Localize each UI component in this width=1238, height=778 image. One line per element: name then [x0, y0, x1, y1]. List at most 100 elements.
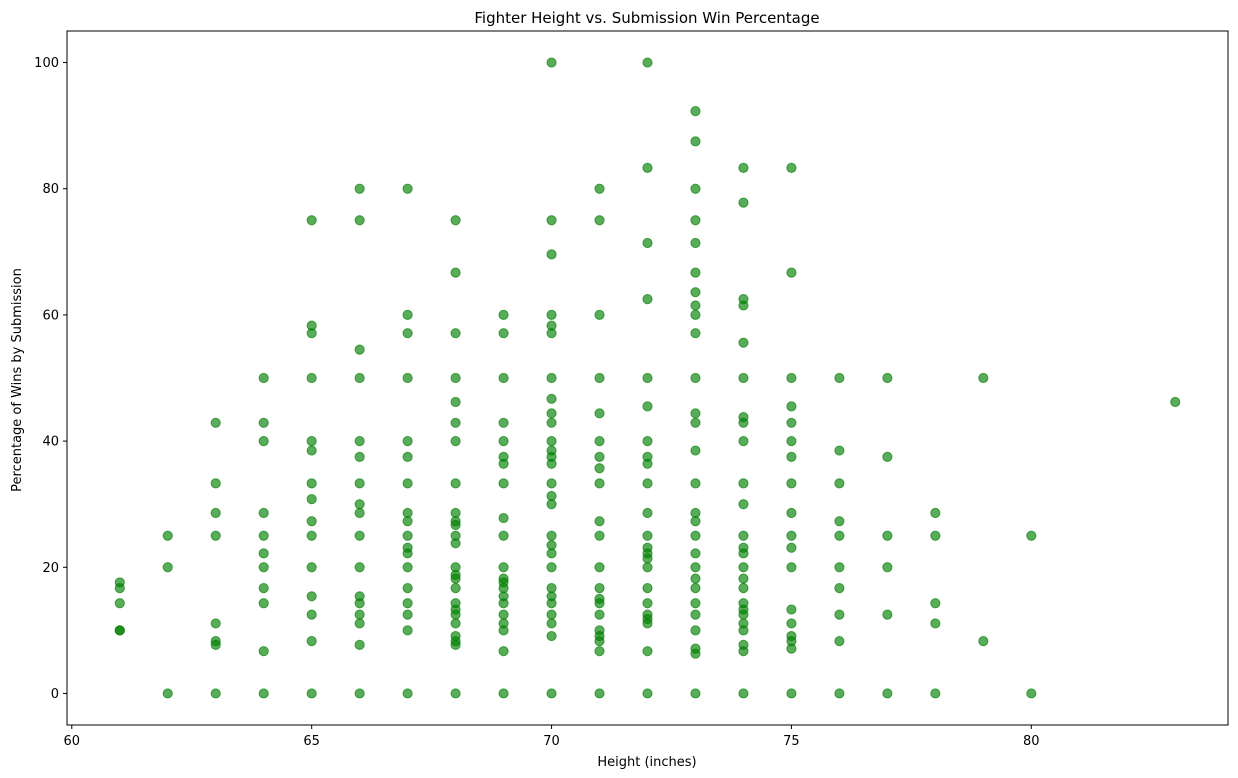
data-point: [354, 451, 365, 462]
data-point: [594, 309, 605, 321]
data-point: [738, 688, 749, 699]
data-point: [306, 591, 317, 602]
data-point: [738, 582, 749, 594]
data-point: [450, 328, 461, 339]
data-point: [786, 372, 797, 384]
data-point: [258, 417, 269, 428]
data-point: [210, 417, 221, 428]
data-point: [402, 435, 413, 447]
data-point: [402, 478, 413, 489]
data-point: [594, 463, 605, 474]
data-point: [306, 516, 317, 527]
data-point: [834, 445, 845, 456]
data-point: [690, 408, 701, 419]
data-point: [354, 499, 365, 510]
data-point: [498, 562, 509, 573]
data-point: [450, 519, 461, 531]
data-point: [402, 548, 413, 559]
data-point: [594, 562, 605, 573]
data-point: [738, 162, 749, 174]
data-point: [546, 249, 557, 260]
data-point: [642, 598, 653, 609]
data-point: [594, 408, 605, 419]
data-point: [786, 688, 797, 699]
data-point: [786, 507, 797, 519]
data-point: [690, 648, 701, 659]
data-point: [546, 499, 557, 510]
data-point: [642, 562, 653, 573]
y-tick-label: 60: [42, 308, 59, 323]
data-point: [642, 618, 653, 629]
data-point: [690, 609, 701, 620]
data-point: [450, 396, 461, 408]
data-point: [786, 604, 797, 615]
data-point: [786, 542, 797, 553]
data-point: [690, 530, 701, 541]
data-point: [738, 478, 749, 489]
data-point: [594, 183, 605, 194]
data-point: [834, 635, 845, 647]
data-point: [690, 300, 701, 311]
data-point: [210, 507, 221, 519]
data-point: [306, 530, 317, 541]
data-point: [1170, 396, 1181, 408]
data-point: [834, 582, 845, 594]
data-point: [402, 582, 413, 594]
data-point: [402, 609, 413, 620]
data-point: [594, 478, 605, 489]
data-point: [402, 372, 413, 384]
y-tick-label: 100: [34, 56, 59, 71]
data-point: [450, 538, 461, 549]
data-point: [402, 309, 413, 321]
data-point: [594, 435, 605, 447]
data-point: [498, 417, 509, 428]
data-point: [930, 598, 941, 609]
data-point: [786, 618, 797, 629]
data-point: [738, 435, 749, 447]
data-point: [738, 499, 749, 510]
data-point: [306, 494, 317, 505]
data-point: [642, 162, 653, 174]
data-point: [594, 530, 605, 541]
data-point: [402, 688, 413, 699]
data-point: [354, 344, 365, 355]
data-point: [450, 639, 461, 650]
data-point: [642, 294, 653, 305]
data-point: [882, 609, 893, 620]
data-point: [978, 635, 989, 647]
data-point: [834, 609, 845, 620]
data-point: [450, 573, 461, 584]
data-point: [498, 598, 509, 609]
data-point: [498, 688, 509, 699]
y-tick-label: 0: [51, 687, 59, 702]
data-point: [546, 417, 557, 428]
data-point: [306, 215, 317, 226]
data-point: [834, 688, 845, 699]
data-point: [546, 458, 557, 469]
data-point: [354, 435, 365, 447]
data-point: [498, 646, 509, 657]
data-point: [498, 512, 509, 524]
data-point: [786, 643, 797, 654]
data-point: [594, 451, 605, 462]
data-point: [738, 337, 749, 348]
data-point: [642, 530, 653, 541]
data-point: [546, 372, 557, 384]
data-point: [306, 635, 317, 647]
data-point: [306, 688, 317, 699]
data-point: [882, 688, 893, 699]
x-tick-label: 60: [64, 734, 81, 749]
data-point: [834, 478, 845, 489]
data-point: [690, 573, 701, 584]
data-point: [690, 625, 701, 636]
data-point: [738, 530, 749, 541]
data-point: [978, 372, 989, 384]
data-point: [114, 582, 125, 594]
data-point: [594, 598, 605, 609]
data-point: [210, 530, 221, 541]
data-point: [402, 328, 413, 339]
data-point: [258, 562, 269, 573]
data-point: [354, 618, 365, 629]
data-point: [738, 372, 749, 384]
data-point: [690, 183, 701, 194]
